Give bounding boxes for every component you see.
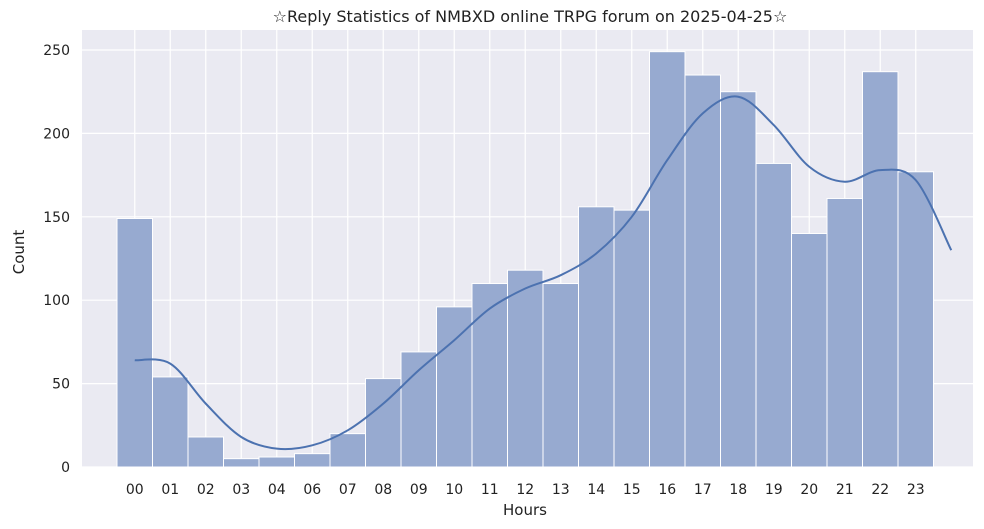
y-axis-label: Count (10, 230, 28, 275)
x-tick-label-00: 00 (126, 482, 144, 498)
bar-11 (471, 283, 508, 468)
bar-20 (791, 232, 828, 468)
bar-15 (613, 209, 650, 468)
x-tick-label-14: 14 (587, 482, 605, 498)
bar-22 (862, 71, 899, 468)
bar-19 (755, 162, 792, 468)
x-tick-label-08: 08 (374, 482, 392, 498)
bar-06 (294, 453, 331, 468)
bar-10 (436, 306, 473, 468)
x-tick-label-03: 03 (232, 482, 250, 498)
bar-17 (684, 74, 721, 468)
bar-21 (826, 197, 863, 468)
x-tick-label-16: 16 (658, 482, 676, 498)
y-tick-label: 200 (43, 126, 70, 142)
y-tick-label: 250 (43, 43, 70, 59)
kde-line (134, 95, 953, 451)
bar-04 (258, 456, 295, 468)
x-tick-label-15: 15 (623, 482, 641, 498)
kde-curve (134, 95, 953, 451)
bar-07 (329, 433, 366, 468)
bar-18 (720, 91, 757, 468)
x-tick-label-13: 13 (552, 482, 570, 498)
x-tick-label-22: 22 (871, 482, 889, 498)
x-tick-label-01: 01 (161, 482, 179, 498)
x-tick-label-10: 10 (445, 482, 463, 498)
bar-12 (507, 269, 544, 468)
x-tick-label-18: 18 (729, 482, 747, 498)
x-tick-label-23: 23 (907, 482, 925, 498)
x-tick-label-12: 12 (516, 482, 534, 498)
y-tick-label: 0 (61, 460, 70, 476)
bar-01 (152, 376, 189, 468)
y-tick-label: 50 (52, 377, 70, 393)
x-tick-label-07: 07 (339, 482, 357, 498)
x-axis-ticks: 00 01 02 03 04 06 07 08 09 10 11 12 13 14 15 16 17 18 19 20… (126, 482, 925, 498)
bar-13 (542, 283, 579, 468)
bar-23 (897, 171, 934, 468)
x-axis-label: Hours (503, 501, 547, 519)
bar-02 (187, 436, 224, 468)
x-tick-label-20: 20 (800, 482, 818, 498)
x-tick-label-21: 21 (836, 482, 854, 498)
bar-series (116, 51, 934, 468)
x-tick-label-17: 17 (694, 482, 712, 498)
y-axis-ticks: 0 50 100 150 200 250 (43, 43, 70, 476)
bar-14 (578, 206, 615, 468)
x-tick-label-04: 04 (268, 482, 286, 498)
chart-title: ☆Reply Statistics of NMBXD online TRPG f… (273, 7, 788, 26)
bar-00 (116, 217, 153, 468)
x-tick-label-09: 09 (410, 482, 428, 498)
x-tick-label-06: 06 (303, 482, 321, 498)
y-tick-label: 150 (43, 210, 70, 226)
x-tick-label-02: 02 (197, 482, 215, 498)
y-tick-label: 100 (43, 293, 70, 309)
bar-03 (223, 458, 260, 468)
bar-16 (649, 51, 686, 468)
x-tick-label-19: 19 (765, 482, 783, 498)
x-tick-label-11: 11 (481, 482, 499, 498)
